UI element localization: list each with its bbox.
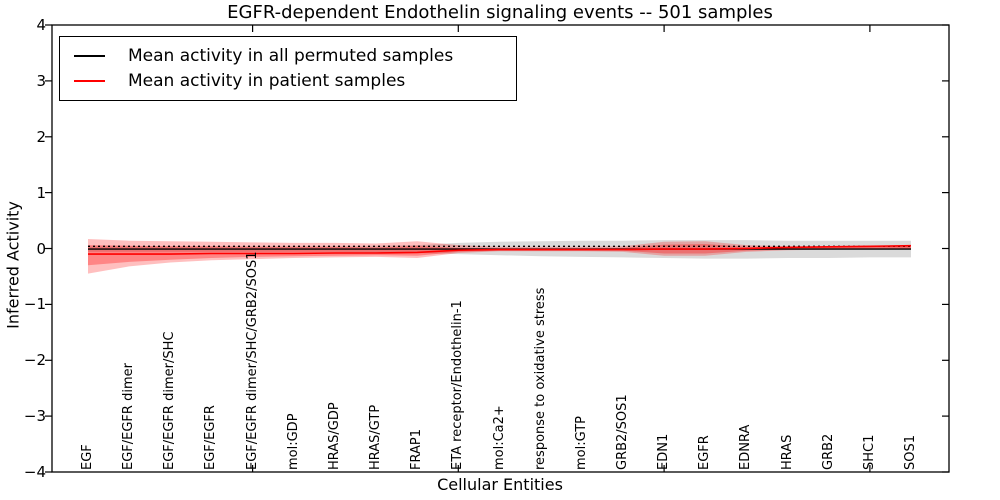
y-tick-label: −2 bbox=[23, 351, 46, 370]
y-tick-label: 3 bbox=[36, 71, 46, 90]
y-tick-label: −3 bbox=[23, 407, 46, 426]
x-tick-label: mol:GDP bbox=[285, 413, 301, 470]
x-tick-label: EGF bbox=[80, 444, 95, 470]
legend-label-patient: Mean activity in patient samples bbox=[128, 70, 406, 91]
permuted-line-sample-icon bbox=[74, 54, 105, 57]
x-tick-label: EGFR bbox=[697, 435, 713, 470]
legend-item-permuted: Mean activity in all permuted samples bbox=[60, 43, 516, 68]
x-tick-label: GRB2/SOS1 bbox=[614, 394, 630, 470]
y-tick-label: −1 bbox=[23, 295, 46, 314]
x-tick-label: response to oxidative stress bbox=[532, 287, 548, 470]
x-tick-label: EDN1 bbox=[656, 433, 672, 470]
y-tick-label: 0 bbox=[36, 239, 46, 258]
x-tick-label: mol:Ca2+ bbox=[491, 405, 507, 470]
y-tick-label: 2 bbox=[36, 127, 46, 146]
x-axis-label: Cellular Entities bbox=[437, 475, 563, 494]
series-line-1 bbox=[88, 244, 912, 255]
x-tick-label: SHC1 bbox=[861, 434, 877, 470]
x-tick-label: FRAP1 bbox=[409, 429, 425, 470]
x-tick-label: mol:GTP bbox=[573, 416, 589, 470]
x-tick-label: EGF/EGFR dimer/SHC/GRB2/SOS1 bbox=[244, 251, 260, 471]
patient-samples-outer-band bbox=[88, 239, 911, 274]
x-tick-label: EGF/EGFR bbox=[203, 405, 219, 470]
x-tick-label: HRAS bbox=[779, 434, 795, 470]
x-tick-label: HRAS/GTP bbox=[368, 404, 384, 470]
x-tick-label: HRAS/GDP bbox=[326, 402, 342, 470]
y-tick-label: 1 bbox=[36, 183, 46, 202]
x-tick-label: EDNRA bbox=[738, 424, 754, 470]
x-tick-label: SOS1 bbox=[903, 434, 918, 470]
legend: Mean activity in all permuted samples Me… bbox=[59, 36, 517, 101]
x-tick-label: EGF/EGFR dimer/SHC bbox=[162, 331, 178, 470]
x-tick-label: ETA receptor/Endothelin-1 bbox=[450, 300, 466, 470]
x-tick-label: GRB2 bbox=[820, 433, 836, 470]
y-tick-label: 4 bbox=[36, 16, 46, 34]
legend-label-permuted: Mean activity in all permuted samples bbox=[128, 45, 454, 66]
y-tick-label: −4 bbox=[23, 463, 46, 481]
legend-item-patient: Mean activity in patient samples bbox=[60, 68, 516, 93]
x-tick-label: EGF/EGFR dimer bbox=[121, 363, 137, 470]
chart-title: EGFR-dependent Endothelin signaling even… bbox=[227, 2, 773, 23]
patient-line-sample-icon bbox=[74, 79, 105, 82]
